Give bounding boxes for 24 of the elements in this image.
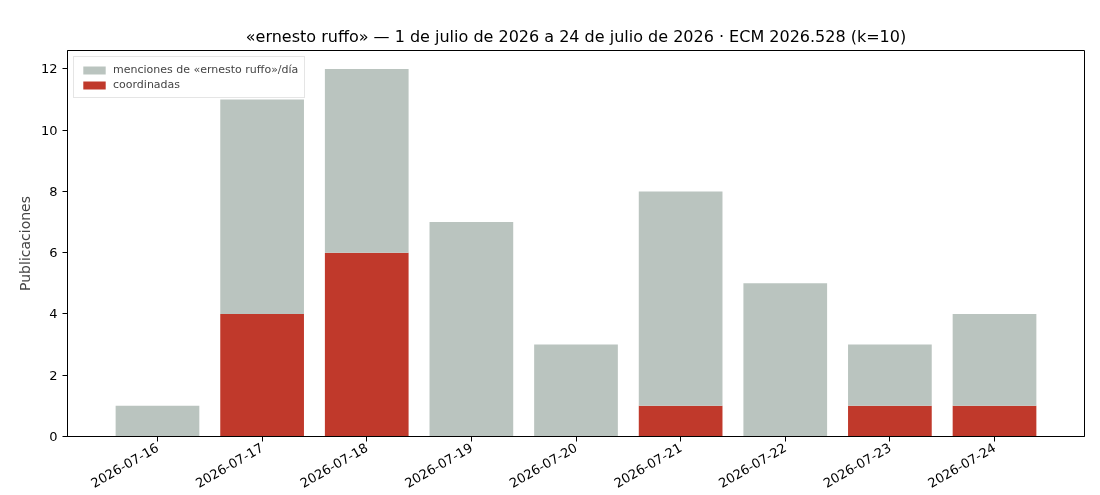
y-axis-title: Publicaciones — [16, 196, 33, 291]
bar — [638, 191, 723, 406]
y-tick-label: 2 — [49, 367, 58, 383]
bar — [324, 68, 409, 253]
y-tick-label: 12 — [40, 61, 58, 77]
bar — [952, 313, 1037, 406]
y-tick-label: 4 — [49, 306, 58, 322]
legend-label: menciones de «ernesto ruffo»/día — [113, 63, 299, 76]
bar — [848, 344, 932, 406]
bar — [848, 405, 932, 437]
bar — [534, 344, 618, 437]
y-tick-label: 10 — [40, 122, 58, 138]
bar — [429, 222, 514, 437]
bar — [220, 313, 304, 437]
bar — [952, 405, 1037, 437]
bar — [743, 283, 828, 437]
y-tick-label: 6 — [49, 245, 58, 261]
bar — [638, 405, 723, 437]
legend-label: coordinadas — [113, 78, 181, 91]
y-tick-label: 0 — [49, 429, 58, 444]
bar — [115, 405, 200, 437]
y-tick-label: 8 — [49, 183, 58, 199]
chart-title: «ernesto ruffo» — 1 de julio de 2026 a 24 de julio de 2026 · ECM 2026.528 (k=10) — [245, 26, 907, 46]
bar — [324, 252, 409, 437]
